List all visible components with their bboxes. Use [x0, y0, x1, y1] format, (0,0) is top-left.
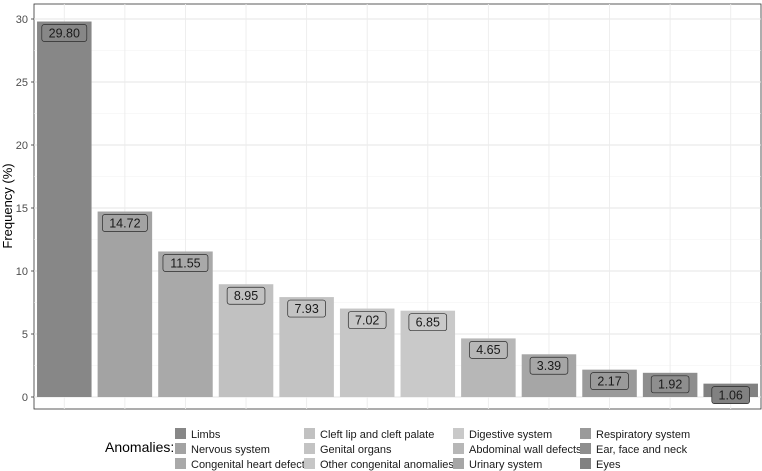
legend-item: Ear, face and neck — [580, 443, 688, 456]
bar-value-label: 8.95 — [226, 286, 266, 305]
legend-label: Cleft lip and cleft palate — [320, 429, 434, 441]
value-label-text: 4.65 — [476, 343, 500, 357]
value-label-text: 7.93 — [294, 302, 318, 316]
bar-value-label: 29.80 — [41, 24, 88, 42]
legend-label: Digestive system — [469, 429, 552, 441]
y-tick-label: 15 — [16, 203, 28, 215]
panel-background — [33, 3, 762, 410]
bar-value-label: 14.72 — [102, 214, 148, 232]
y-tick-label: 0 — [22, 392, 28, 404]
value-label-text: 8.95 — [234, 289, 258, 303]
legend-swatch — [304, 458, 315, 469]
legend-label: Respiratory system — [596, 429, 690, 441]
bar-value-label: 6.85 — [408, 313, 448, 332]
value-label-box — [711, 386, 750, 404]
legend-swatch — [304, 428, 315, 439]
bar-value-label: 2.17 — [590, 372, 629, 391]
value-label-text: 14.72 — [109, 216, 140, 230]
y-axis: 0 5 10 15 20 25 30 — [16, 14, 34, 404]
value-label-box — [469, 341, 508, 359]
bar-value-label: 3.39 — [529, 356, 569, 375]
legend-item: Limbs — [175, 428, 221, 441]
legend-item: Respiratory system — [580, 428, 690, 441]
value-label-box — [287, 299, 326, 318]
legend-item: Abdominal wall defects — [453, 443, 582, 456]
legend-swatch — [175, 443, 186, 454]
legend-label: Eyes — [596, 459, 621, 471]
value-label-box — [162, 254, 209, 272]
bar-value-label: 7.93 — [287, 299, 326, 318]
value-label-box — [408, 313, 448, 332]
value-label-box — [590, 372, 629, 391]
legend-swatch — [453, 458, 464, 469]
legend-swatch — [580, 458, 591, 469]
bar-value-label: 1.92 — [650, 375, 690, 394]
legend-item: Nervous system — [175, 443, 270, 456]
legend-label: Other congenital anomalies — [320, 459, 454, 471]
value-label-box — [102, 214, 148, 232]
value-label-text: 7.02 — [355, 313, 379, 327]
legend-label: Genital organs — [320, 444, 392, 456]
value-label-box — [226, 286, 266, 305]
value-label-text: 3.39 — [537, 359, 561, 373]
legend-swatch — [453, 443, 464, 454]
bar — [158, 251, 213, 397]
value-label-text: 11.55 — [170, 256, 200, 270]
legend-title: Anomalies: — [105, 439, 174, 455]
value-label-text: 2.17 — [597, 374, 621, 388]
legend-item: Genital organs — [304, 443, 392, 456]
y-axis-label: Frequency (%) — [0, 163, 15, 248]
legend-label: Ear, face and neck — [596, 444, 688, 456]
bar-value-label: 7.02 — [347, 311, 387, 329]
legend-item: Eyes — [580, 458, 621, 471]
legend-item: Urinary system — [453, 458, 542, 471]
legend-swatch — [304, 443, 315, 454]
legend-label: Abdominal wall defects — [469, 444, 582, 456]
legend: Anomalies: Limbs Nervous system Congenital… — [105, 428, 690, 471]
bars — [37, 21, 758, 398]
y-tick-label: 25 — [16, 77, 28, 89]
legend-swatch — [175, 428, 186, 439]
legend-item: Other congenital anomalies — [304, 458, 454, 471]
value-label-text: 29.80 — [49, 26, 80, 40]
legend-swatch — [580, 443, 591, 454]
value-label-text: 1.06 — [719, 388, 743, 402]
y-tick-label: 20 — [16, 140, 28, 152]
legend-swatch — [580, 428, 591, 439]
value-label-box — [529, 356, 569, 375]
value-label-box — [347, 311, 387, 329]
legend-item: Cleft lip and cleft palate — [304, 428, 434, 441]
y-tick-label: 10 — [16, 266, 28, 278]
legend-label: Congenital heart defect — [191, 459, 305, 471]
y-tick-label: 30 — [16, 14, 28, 26]
legend-swatch — [175, 458, 186, 469]
legend-item: Digestive system — [453, 428, 552, 441]
value-labels: 29.80 14.72 11.55 8.95 7.93 7.02 6.85 4.65 3.39 2… — [41, 24, 750, 404]
value-label-box — [41, 24, 88, 42]
bar-value-label: 1.06 — [711, 386, 750, 404]
legend-label: Limbs — [191, 429, 221, 441]
y-tick-label: 5 — [22, 329, 28, 341]
value-label-text: 1.92 — [658, 378, 682, 392]
legend-item: Congenital heart defect — [175, 458, 305, 471]
value-label-text: 6.85 — [416, 315, 440, 329]
legend-label: Urinary system — [469, 459, 542, 471]
bar — [97, 211, 153, 397]
legend-swatch — [453, 428, 464, 439]
bar-value-label: 11.55 — [162, 254, 209, 272]
legend-label: Nervous system — [191, 444, 270, 456]
bar-value-label: 4.65 — [469, 341, 508, 359]
value-label-box — [650, 375, 690, 394]
bar — [37, 21, 92, 398]
